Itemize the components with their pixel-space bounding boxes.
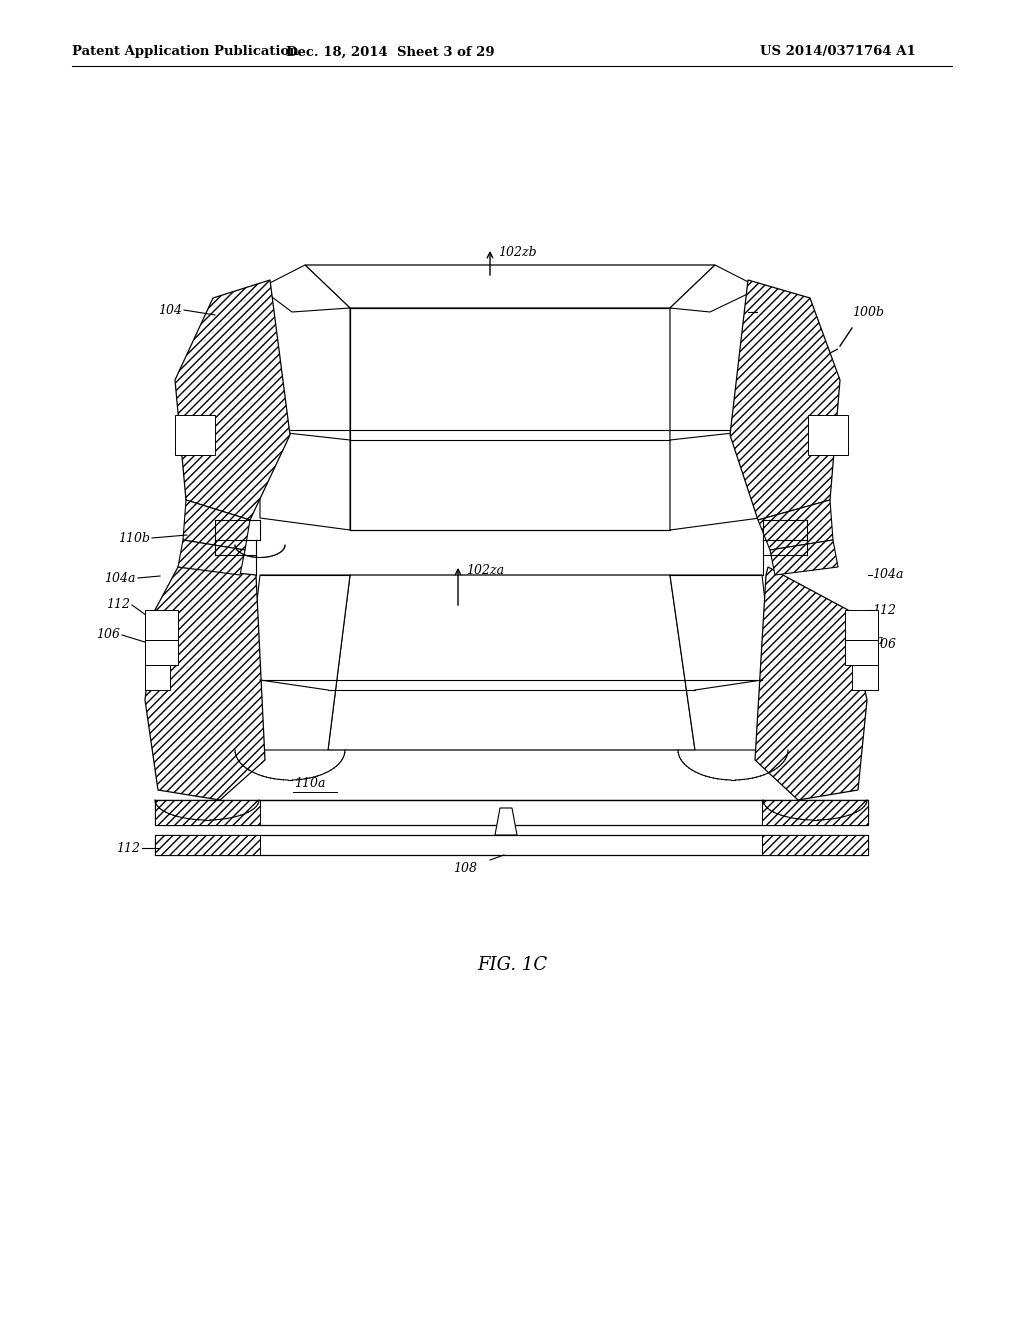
Text: 112: 112: [116, 842, 140, 854]
Polygon shape: [183, 500, 250, 550]
Polygon shape: [155, 836, 260, 855]
Polygon shape: [730, 280, 840, 520]
Text: 106: 106: [872, 639, 896, 652]
Polygon shape: [178, 540, 245, 576]
Polygon shape: [845, 610, 878, 640]
Polygon shape: [145, 568, 265, 800]
Polygon shape: [755, 568, 867, 800]
Polygon shape: [155, 800, 260, 825]
Text: Dec. 18, 2014  Sheet 3 of 29: Dec. 18, 2014 Sheet 3 of 29: [286, 45, 495, 58]
Text: 104: 104: [158, 304, 182, 317]
Text: FIG. 1C: FIG. 1C: [477, 956, 547, 974]
Polygon shape: [155, 800, 868, 825]
Polygon shape: [758, 500, 833, 550]
Polygon shape: [670, 288, 760, 531]
Text: 102zb: 102zb: [498, 246, 537, 259]
Polygon shape: [175, 280, 290, 520]
Polygon shape: [328, 576, 695, 750]
Polygon shape: [845, 640, 878, 665]
Text: 110a: 110a: [294, 777, 326, 789]
Polygon shape: [145, 610, 178, 640]
Polygon shape: [175, 414, 215, 455]
Text: 102za: 102za: [466, 564, 504, 577]
Text: 104: 104: [757, 305, 781, 318]
Text: 104a: 104a: [872, 569, 903, 582]
Polygon shape: [852, 665, 878, 690]
Polygon shape: [770, 540, 838, 576]
Text: 110b: 110b: [118, 532, 150, 544]
Text: 100b: 100b: [852, 305, 884, 318]
Text: 106: 106: [96, 628, 120, 642]
Polygon shape: [762, 836, 868, 855]
Polygon shape: [495, 808, 517, 836]
Text: 100a: 100a: [852, 634, 884, 647]
Polygon shape: [155, 836, 868, 855]
Text: 112: 112: [106, 598, 130, 611]
Text: 108: 108: [453, 862, 477, 875]
Polygon shape: [808, 414, 848, 455]
Text: Patent Application Publication: Patent Application Publication: [72, 45, 299, 58]
Polygon shape: [670, 265, 760, 312]
Polygon shape: [350, 308, 670, 531]
Text: 104a: 104a: [104, 572, 136, 585]
Polygon shape: [145, 640, 178, 665]
Polygon shape: [145, 665, 170, 690]
Polygon shape: [240, 576, 350, 750]
Text: 112: 112: [872, 603, 896, 616]
Text: US 2014/0371764 A1: US 2014/0371764 A1: [760, 45, 915, 58]
Polygon shape: [670, 576, 782, 750]
Polygon shape: [260, 288, 350, 531]
Polygon shape: [260, 265, 350, 312]
Polygon shape: [762, 800, 868, 825]
Polygon shape: [305, 265, 715, 308]
